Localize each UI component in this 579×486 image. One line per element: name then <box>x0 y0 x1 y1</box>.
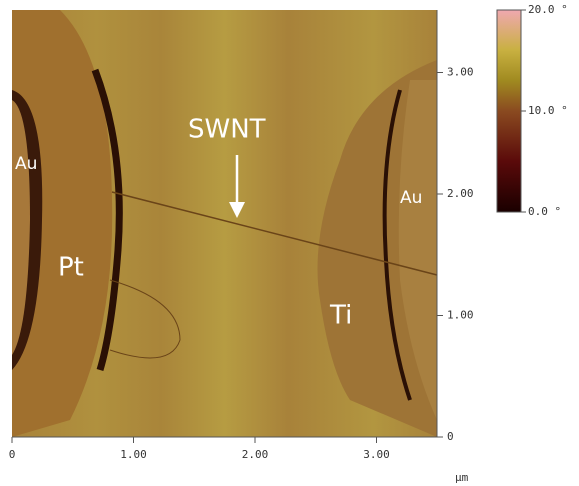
afm-image: Au Pt SWNT Ti Au <box>12 10 437 437</box>
y-tick-label: 0 <box>447 430 454 443</box>
label-ti: Ti <box>329 301 352 331</box>
colorbar-tick-label: 10.0 ° <box>528 104 568 117</box>
x-tick-label: 1.00 <box>120 448 147 461</box>
y-tick-label: 3.00 <box>447 66 474 79</box>
x-tick-label: 0 <box>9 448 16 461</box>
x-unit: μm <box>455 471 469 484</box>
label-au: Au <box>400 188 422 208</box>
colorbar-tick-label: 0.0 ° <box>528 205 561 218</box>
colorbar-tick-label: 20.0 ° <box>528 3 568 16</box>
x-tick-label: 2.00 <box>242 448 269 461</box>
colorbar <box>497 10 521 212</box>
y-tick-label: 2.00 <box>447 187 474 200</box>
label-swnt: SWNT <box>188 115 266 145</box>
label-pt: Pt <box>58 253 84 283</box>
label-au: Au <box>15 154 37 174</box>
x-tick-label: 3.00 <box>363 448 390 461</box>
y-tick-label: 1.00 <box>447 309 474 322</box>
afm-figure: Au Pt SWNT Ti Au μm 0 1.00 2.00 3.00 0 1.00 2.… <box>0 0 579 486</box>
